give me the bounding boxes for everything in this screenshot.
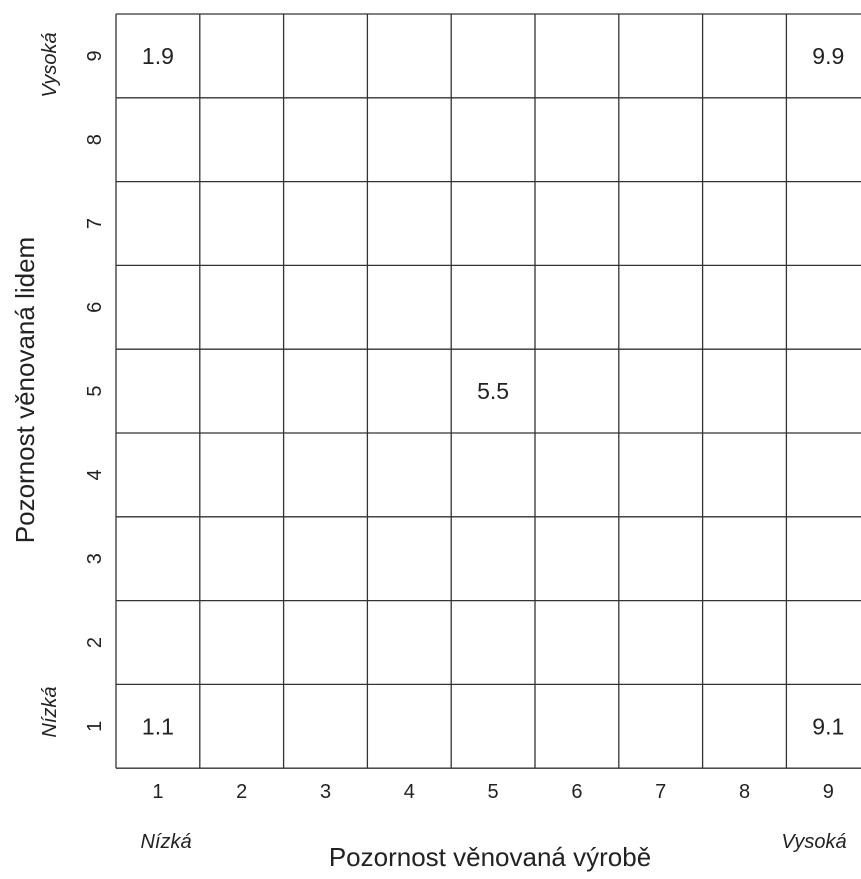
cell-label-9-9: 9.9 bbox=[812, 43, 844, 69]
y-tick-label: 2 bbox=[84, 637, 106, 648]
y-tick-label: 5 bbox=[84, 386, 106, 397]
y-tick-label: 6 bbox=[84, 302, 106, 313]
y-tick-labels: 1 2 3 4 5 6 7 8 9 bbox=[84, 50, 106, 732]
y-tick-label: 4 bbox=[84, 469, 106, 480]
x-axis-low-label: Nízká bbox=[140, 831, 191, 853]
x-tick-label: 6 bbox=[571, 781, 582, 803]
y-tick-label: 1 bbox=[84, 721, 106, 732]
y-tick-label: 7 bbox=[84, 218, 106, 229]
x-tick-label: 2 bbox=[236, 781, 247, 803]
x-tick-label: 7 bbox=[655, 781, 666, 803]
y-tick-label: 9 bbox=[84, 50, 106, 61]
x-axis-high-label: Vysoká bbox=[781, 831, 846, 853]
y-tick-label: 8 bbox=[84, 134, 106, 145]
x-tick-label: 9 bbox=[823, 781, 834, 803]
x-axis-title: Pozornost věnovaná výrobě bbox=[329, 842, 651, 872]
x-tick-labels: 1 2 3 4 5 6 7 8 9 bbox=[152, 781, 834, 803]
cell-label-9-1: 9.1 bbox=[812, 713, 844, 739]
x-tick-label: 1 bbox=[152, 781, 163, 803]
y-tick-label: 3 bbox=[84, 553, 106, 564]
y-axis-high-label: Vysoká bbox=[39, 32, 61, 97]
cell-label-1-1: 1.1 bbox=[142, 713, 174, 739]
x-tick-label: 4 bbox=[404, 781, 415, 803]
y-axis-low-label: Nízká bbox=[39, 686, 61, 737]
cell-label-5-5: 5.5 bbox=[477, 378, 509, 404]
cell-label-1-9: 1.9 bbox=[142, 43, 174, 69]
x-tick-label: 8 bbox=[739, 781, 750, 803]
cell-labels: 1.9 9.9 5.5 1.1 9.1 bbox=[142, 43, 844, 739]
grid-lines bbox=[115, 13, 861, 769]
x-tick-label: 3 bbox=[320, 781, 331, 803]
y-axis-title: Pozornost věnovaná lidem bbox=[10, 237, 40, 543]
x-tick-label: 5 bbox=[488, 781, 499, 803]
